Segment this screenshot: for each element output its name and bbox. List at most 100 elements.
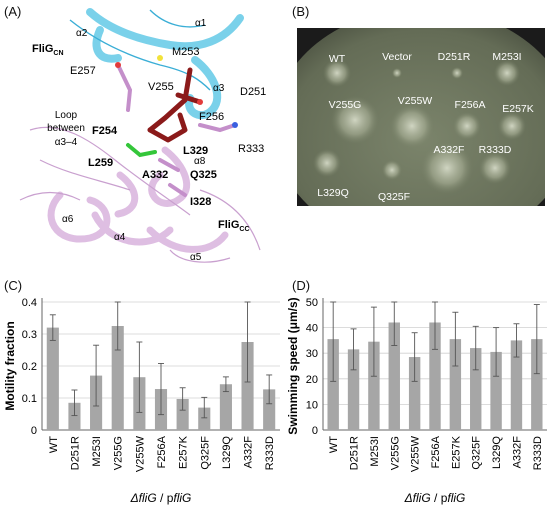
x-label-part: ΔfliG xyxy=(130,491,157,505)
y-tick-label: 0.4 xyxy=(22,297,37,309)
y-tick-label: 30 xyxy=(306,348,318,360)
motility-fraction-chart: 0 0.1 0.2 0.3 0.4 WT D251R M253I V255G V255W F256A… xyxy=(3,297,280,505)
helix-label: α5 xyxy=(190,252,202,263)
residue-label: L259 xyxy=(88,157,113,169)
plate-label: Q325F xyxy=(378,191,410,203)
residue-label: E257 xyxy=(70,65,96,77)
swim-plate-photo: WT Vector D251R M253I V255G V255W F256A … xyxy=(297,28,545,206)
y-tick-label: 0.2 xyxy=(22,361,37,373)
y-tick-label: 10 xyxy=(306,399,318,411)
helix-label: α6 xyxy=(62,214,74,225)
x-label-part: fliG xyxy=(447,491,465,505)
bar xyxy=(241,342,254,430)
residue-label: V255 xyxy=(148,81,174,93)
helix-label: α3 xyxy=(213,83,225,94)
y-tick-label: 0.3 xyxy=(22,329,37,341)
x-tick-label: F256A xyxy=(156,435,168,468)
loop-label: between xyxy=(47,123,85,134)
y-tick-label: 50 xyxy=(306,297,318,309)
x-tick-label: A332F xyxy=(243,436,255,469)
plate-label: V255G xyxy=(329,99,362,111)
bar xyxy=(263,389,276,430)
x-tick-label: WT xyxy=(328,436,340,453)
bar xyxy=(111,326,124,430)
helix-label: α2 xyxy=(76,28,88,39)
residue-label: A332 xyxy=(142,169,168,181)
residue-label: R333 xyxy=(238,143,264,155)
panel-label-d: (D) xyxy=(292,278,311,293)
domain-label-top: FliGCN xyxy=(32,43,64,57)
y-tick-label: 20 xyxy=(306,374,318,386)
plate-label: A332F xyxy=(434,144,465,156)
residue-label: F256 xyxy=(199,111,224,123)
x-tick-label: R333D xyxy=(532,436,544,470)
x-label-part: ΔfliG xyxy=(404,491,431,505)
bar xyxy=(327,339,339,430)
residue-label: F254 xyxy=(92,125,118,137)
colony-halos xyxy=(313,59,526,194)
residue-label: M253 xyxy=(172,46,200,58)
x-tick-label: R333D xyxy=(264,436,276,470)
x-tick-label: Q325F xyxy=(471,436,483,470)
helix-label: α1 xyxy=(195,18,207,29)
x-tick-label: WT xyxy=(48,436,60,453)
bar xyxy=(510,340,523,430)
x-tick-label: V255G xyxy=(113,436,125,470)
bar xyxy=(219,384,232,430)
helix-label: α4 xyxy=(114,232,126,243)
panel-label-c: (C) xyxy=(4,278,23,293)
plate-label: F256A xyxy=(455,99,486,111)
y-tick-label: 0 xyxy=(312,425,318,437)
x-label-part: fliG xyxy=(173,491,191,505)
bar xyxy=(198,407,211,430)
residue-label: L329 xyxy=(183,145,208,157)
swimming-speed-chart: 0 10 20 30 40 50 WT D251R M253I V255G V255W F256A E2… xyxy=(286,297,547,505)
bar xyxy=(490,351,502,430)
y-tick-label: 0 xyxy=(31,425,37,437)
x-tick-label: V255G xyxy=(389,436,401,470)
bar xyxy=(68,402,81,430)
x-tick-label: V255W xyxy=(134,435,146,472)
y-tick-label: 40 xyxy=(306,323,318,335)
x-tick-label: L329Q xyxy=(491,436,503,469)
y-axis-label: Motility fraction xyxy=(3,321,17,410)
plate-label: WT xyxy=(329,53,346,65)
x-tick-label: E257K xyxy=(450,435,462,469)
domain-label-bottom: FliGCC xyxy=(218,219,250,233)
loop-label: Loop xyxy=(55,110,78,121)
structure-illustration: FliGCN FliGCC α2 α1 α3 α8 α6 α4 α5 Loop … xyxy=(19,8,266,263)
helix-label: α8 xyxy=(194,156,206,167)
x-tick-label: M253I xyxy=(369,436,381,467)
bar xyxy=(46,327,59,430)
residue-label: Q325 xyxy=(190,169,217,181)
plate-label: Vector xyxy=(382,51,412,63)
residue-label: D251 xyxy=(240,86,266,98)
x-axis-label: ΔfliG / pfliG xyxy=(130,491,192,505)
x-tick-label: M253I xyxy=(91,436,103,467)
x-tick-label: F256A xyxy=(430,435,442,468)
plate-label: M253I xyxy=(492,51,521,63)
x-label-part: / p xyxy=(431,491,448,505)
bar xyxy=(368,341,380,430)
bar xyxy=(449,339,462,430)
x-tick-label: L329Q xyxy=(221,436,233,469)
bar xyxy=(429,322,441,430)
y-axis-label: Swimming speed (μm/s) xyxy=(286,297,300,434)
x-tick-label: Q325F xyxy=(199,436,211,470)
residue-label: I328 xyxy=(190,196,211,208)
bar xyxy=(388,322,400,430)
panel-label-a: (A) xyxy=(4,4,22,19)
x-tick-label: D251R xyxy=(69,436,81,470)
x-label-part: / p xyxy=(157,491,174,505)
bar xyxy=(470,348,482,430)
plate-label: D251R xyxy=(438,51,471,63)
x-tick-label: E257K xyxy=(178,435,190,469)
panel-label-b: (B) xyxy=(292,4,310,19)
loop-label: α3–4 xyxy=(55,137,78,148)
plate-label: V255W xyxy=(398,95,433,107)
bar xyxy=(531,339,543,430)
plate-label: E257K xyxy=(502,103,534,115)
y-tick-label: 0.1 xyxy=(22,393,37,405)
x-axis-label: ΔfliG / pfliG xyxy=(404,491,466,505)
bar xyxy=(347,349,360,430)
